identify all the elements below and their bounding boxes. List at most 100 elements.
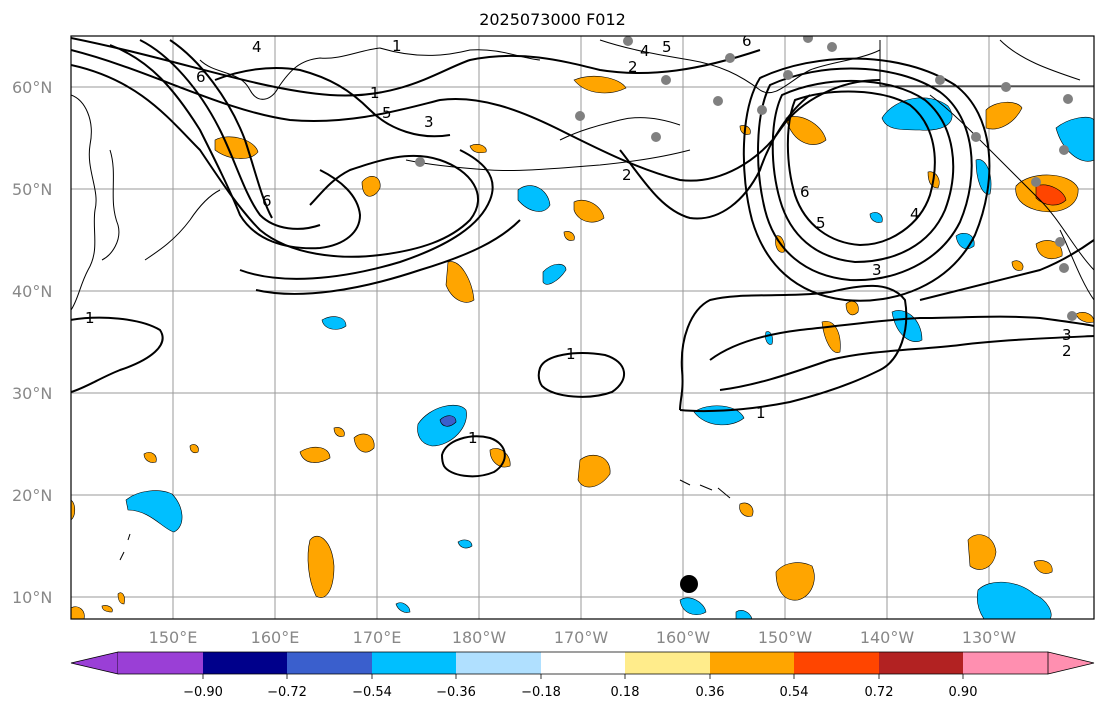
station-dot [1031,177,1041,187]
blue-patch [395,602,411,613]
latitude-labels: 60°N 50°N 40°N 30°N 20°N 10°N [12,78,52,607]
blue-patch [125,490,183,533]
station-dot [827,42,837,52]
contour-label: 1 [566,345,576,363]
map-title: 2025073000 F012 [479,10,626,29]
contour-label: 1 [85,309,95,327]
contour-label: 3 [872,261,882,279]
blue-patch [517,185,551,212]
orange-patch [101,605,113,613]
colorbar-tick-label: −0.54 [352,685,392,700]
colorbar: −0.90 −0.72 −0.54 −0.36 −0.18 0.18 0.36 … [70,651,1095,700]
colorbar-tick-label: −0.90 [183,685,223,700]
contour-label: 5 [662,38,672,56]
map-frame [70,35,1095,620]
contour-label: 1 [468,429,478,447]
orange-patch [775,562,815,601]
station-dot [725,53,735,63]
blue-patch [457,539,473,549]
contour-label: 6 [800,183,810,201]
station-dot [575,111,585,121]
blue-patch [891,310,923,342]
lat-label: 10°N [12,588,52,607]
lon-label: 180°W [452,628,507,647]
station-dot [661,75,671,85]
station-dot [757,105,767,115]
station-dot [803,36,813,43]
orange-patch [469,144,487,154]
lon-label: 170°E [353,628,402,647]
colorbar-tick-label: 0.90 [949,685,978,700]
colorbar-tick-label: 0.36 [696,685,725,700]
blue-patch [869,212,883,223]
blue-patch [976,581,1052,619]
colorbar-bin [625,652,710,674]
colorbar-bin [710,652,794,674]
contour-label: 4 [910,205,920,223]
orange-patch [1033,560,1053,574]
lon-label: 170°W [554,628,609,647]
station-dot [415,157,425,167]
contour-label: 3 [1062,326,1072,344]
storm-marker [680,575,698,593]
lon-label: 130°W [962,628,1017,647]
orange-patch [573,199,605,223]
contour-label: 1 [370,84,380,102]
station-dots [415,36,1077,321]
contour-label: 6 [262,192,272,210]
orange-patch [361,176,381,197]
contour-label: 5 [816,214,826,232]
lon-label: 160°E [251,628,300,647]
orange-patch [189,444,199,454]
contour-label: 2 [628,58,638,76]
lat-label: 60°N [12,78,52,97]
contour-label: 4 [640,42,650,60]
contour-label: 6 [742,32,752,50]
station-dot [713,96,723,106]
contour-label: 5 [382,104,392,122]
orange-patch [739,502,754,517]
orange-patch [967,534,997,570]
contour-label: 3 [424,113,434,131]
orange-patch [299,446,331,463]
orange-patch [445,261,475,303]
orange-patch [1035,240,1063,259]
anomaly-shading [71,76,1094,619]
orange-patch [143,452,157,463]
orange-patch [573,76,627,94]
blue-patch [975,159,992,195]
longitude-labels: 150°E 160°E 170°E 180°W 170°W 160°W 150°… [149,628,1017,647]
colorbar-bin [541,652,625,674]
colorbar-min-arrow [70,651,119,675]
orange-patch [563,231,575,241]
station-dot [783,70,793,80]
station-dot [1067,311,1077,321]
lat-label: 20°N [12,486,52,505]
orange-patch [333,427,345,437]
lon-label: 150°W [758,628,813,647]
colorbar-bin [794,652,879,674]
orange-patch [353,433,375,453]
contour-label: 4 [252,38,262,56]
contour-label: 2 [1062,342,1072,360]
lat-label: 40°N [12,282,52,301]
contour-label: 1 [392,37,402,55]
orange-patch [117,592,125,605]
blue-patch [321,316,347,330]
colorbar-tick-label: −0.36 [436,685,476,700]
orange-patch [307,535,335,598]
lon-label: 150°E [149,628,198,647]
colorbar-bin [203,652,287,674]
blue-patch [417,404,467,447]
colorbar-tick-label: 0.72 [865,685,894,700]
colorbar-max-arrow [1047,651,1095,675]
lon-label: 160°W [656,628,711,647]
station-dot [1001,82,1011,92]
station-dot [935,75,945,85]
station-dot [1063,94,1073,104]
blue-patch [679,597,707,615]
station-dot [651,132,661,142]
station-dot [1055,237,1065,247]
orange-patch [985,101,1023,130]
lat-label: 30°N [12,384,52,403]
